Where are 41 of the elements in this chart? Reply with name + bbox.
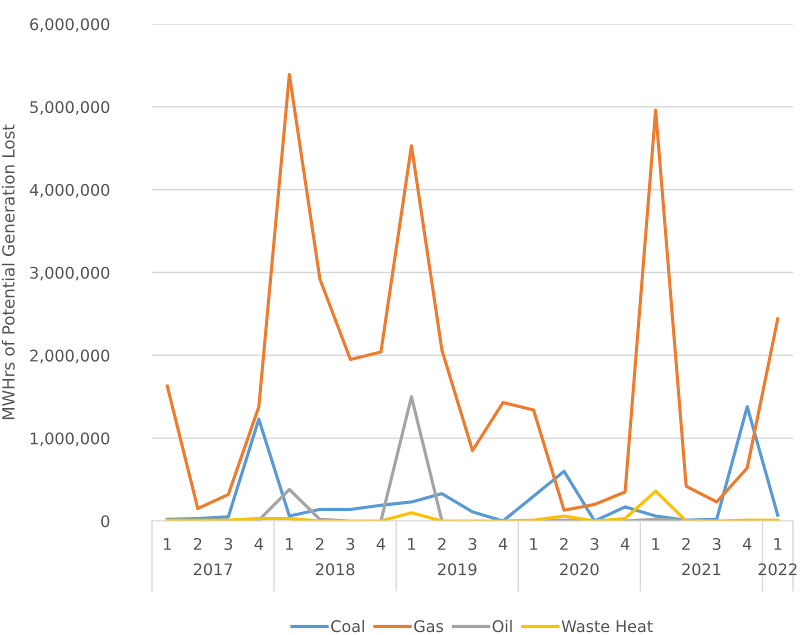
y-tick-label: 1,000,000 [30, 432, 110, 446]
legend-label: Waste Heat [562, 620, 653, 632]
x-tick-label: 4 [620, 538, 630, 550]
x-tick-label: 2 [194, 538, 202, 550]
legend-label: Gas [414, 620, 444, 632]
text: 2020 [560, 563, 599, 576]
x-tick-label: 4 [498, 538, 508, 550]
x-tick-label: 3 [346, 538, 354, 550]
line-series [166, 72, 780, 512]
x-tick-label: 4 [254, 538, 264, 550]
x-tick-label: 4 [742, 538, 752, 550]
x-tick-label: 1 [530, 538, 538, 550]
legend-label: Coal [331, 620, 364, 632]
y-axis-title: MWHrs of Potential Generation Lost [2, 124, 15, 420]
x-tick-label: 2 [560, 538, 568, 550]
x-tick-label: 3 [224, 538, 232, 550]
x-tick-label: 3 [468, 538, 476, 550]
x-tick-label: 1 [164, 538, 171, 550]
x-tick-label: 1 [286, 538, 293, 550]
x-tick-label: 2 [316, 538, 324, 550]
x-tick-label: 1 [652, 538, 660, 550]
text: 2022 [758, 563, 796, 576]
x-tick-label: 1 [408, 538, 416, 550]
text: 2018 [316, 563, 354, 576]
legend-label: Oil [492, 620, 512, 632]
x-tick-label: 3 [712, 538, 720, 550]
x-tick-label: 4 [376, 538, 386, 550]
x-tick-label: 1 [774, 538, 782, 550]
y-tick-label: 2,000,000 [30, 350, 110, 364]
y-tick-label: 5,000,000 [30, 101, 110, 115]
y-tick-label: 6,000,000 [30, 18, 110, 32]
line-series [166, 490, 780, 521]
y-tick-label: 3,000,000 [30, 266, 110, 280]
y-tick-label: 4,000,000 [30, 184, 110, 198]
x-tick-label: 2 [438, 538, 446, 550]
text: 2017 [194, 563, 232, 576]
text: 2021 [682, 563, 720, 576]
y-tick-label: 0 [101, 515, 110, 528]
text: 2019 [438, 563, 476, 576]
x-tick-label: 2 [682, 538, 690, 550]
x-tick-label: 3 [590, 538, 598, 550]
